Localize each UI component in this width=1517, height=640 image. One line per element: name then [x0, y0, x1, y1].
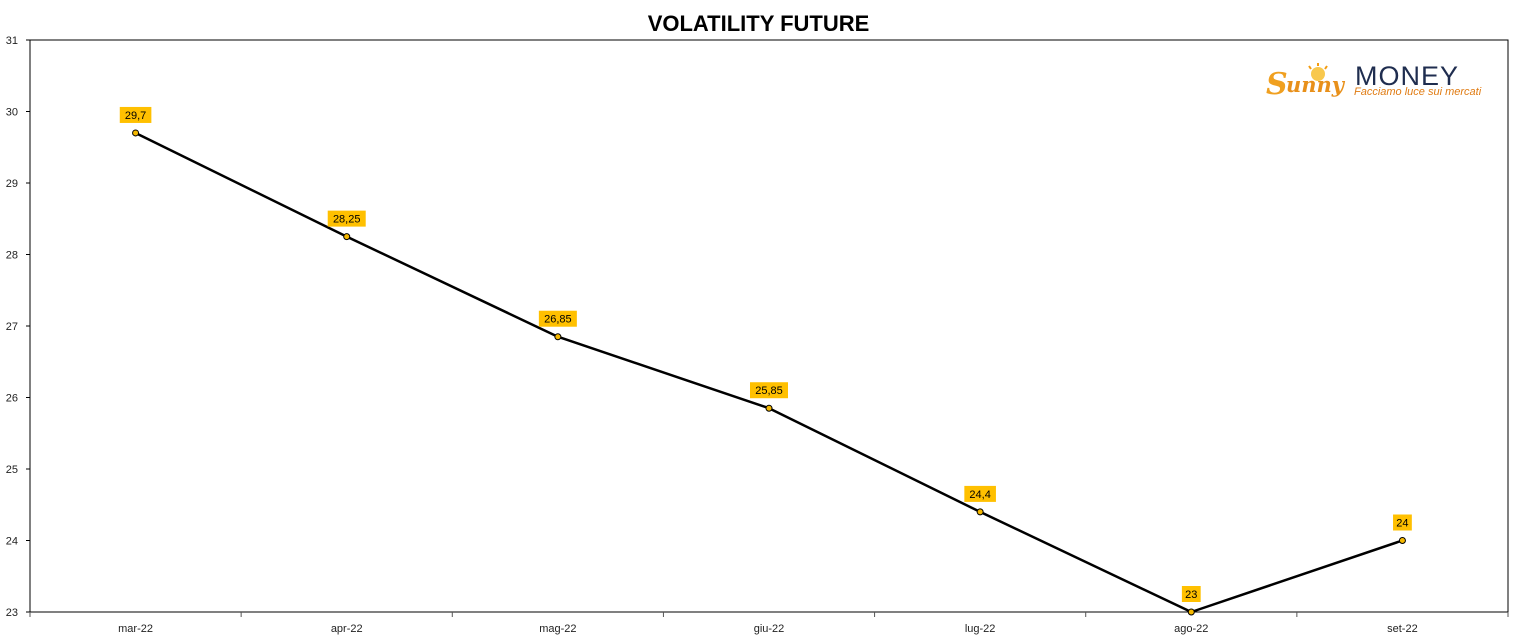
- y-tick-label: 24: [6, 536, 18, 548]
- data-label-text: 29,7: [125, 110, 146, 122]
- data-label-background: [750, 382, 788, 399]
- data-label-background: [119, 106, 152, 123]
- x-tick-label: set-22: [1387, 623, 1418, 635]
- data-label-background: [327, 210, 366, 227]
- data-labels: 29,7 28,25 26,85 25,85 24,4 23 24: [119, 106, 1412, 602]
- y-tick-label: 23: [6, 607, 18, 619]
- data-point: [554, 333, 562, 341]
- logo-tagline: Facciamo luce sui mercati: [1354, 86, 1482, 98]
- data-point: [1398, 537, 1406, 544]
- svg-text:S: S: [1266, 67, 1288, 102]
- plot-area-border: [29, 39, 1509, 613]
- x-tick-label: ago-22: [1174, 623, 1208, 635]
- data-label: 29,7: [119, 106, 152, 123]
- data-label-background: [538, 310, 577, 327]
- data-label-text: 26,85: [544, 314, 572, 326]
- data-label-text: 23: [1185, 589, 1197, 601]
- y-tick-label: 25: [6, 464, 18, 476]
- data-label: 24,4: [964, 485, 996, 502]
- x-tick-label: lug-22: [965, 623, 996, 635]
- data-label: 24: [1393, 514, 1412, 531]
- data-point: [765, 404, 773, 412]
- series-line-path: [135, 131, 1403, 614]
- y-tick-label: 30: [6, 107, 18, 119]
- data-point: [132, 129, 140, 137]
- data-label-text: 24,4: [969, 489, 990, 501]
- y-axis-ticks: 23 24 25 26 27 28 29 30 31: [6, 35, 30, 619]
- logo-money-text: MONEY: [1355, 61, 1460, 91]
- y-tick-label: 31: [6, 35, 18, 47]
- data-label: 23: [1181, 586, 1201, 602]
- x-axis-ticks: mar-22 apr-22 mag-22 giu-22 lug-22 ago-22 set-…: [29, 612, 1509, 635]
- data-label-text: 24: [1396, 518, 1408, 530]
- svg-text:unny: unny: [1286, 72, 1346, 97]
- data-point: [343, 233, 351, 241]
- data-label-background: [1181, 586, 1201, 602]
- x-tick-label: giu-22: [754, 623, 785, 635]
- data-label: 25,85: [750, 382, 788, 399]
- sunny-money-logo: S unny MONEY Facciamo luce sui mercati: [1266, 62, 1486, 102]
- data-point: [976, 508, 984, 516]
- data-label-background: [1393, 514, 1412, 531]
- chart-title: VOLATILITY FUTURE: [647, 11, 870, 36]
- y-tick-label: 29: [6, 178, 18, 190]
- data-label: 26,85: [538, 310, 577, 327]
- chart-axes: [29, 39, 1509, 613]
- x-tick-label: mar-22: [118, 623, 153, 635]
- data-label-text: 25,85: [755, 385, 783, 397]
- y-tick-label: 28: [6, 250, 18, 262]
- y-tick-label: 26: [6, 393, 18, 405]
- data-label-background: [964, 485, 996, 502]
- sunny-script-logo-icon: S unny: [1266, 63, 1346, 102]
- data-point: [1187, 608, 1195, 616]
- x-tick-label: apr-22: [331, 623, 363, 635]
- data-label: 28,25: [327, 210, 366, 227]
- data-label-text: 28,25: [333, 214, 361, 226]
- series-line: [135, 131, 1403, 614]
- x-tick-label: mag-22: [539, 623, 576, 635]
- series-markers: [132, 129, 1406, 616]
- y-tick-label: 27: [6, 321, 18, 333]
